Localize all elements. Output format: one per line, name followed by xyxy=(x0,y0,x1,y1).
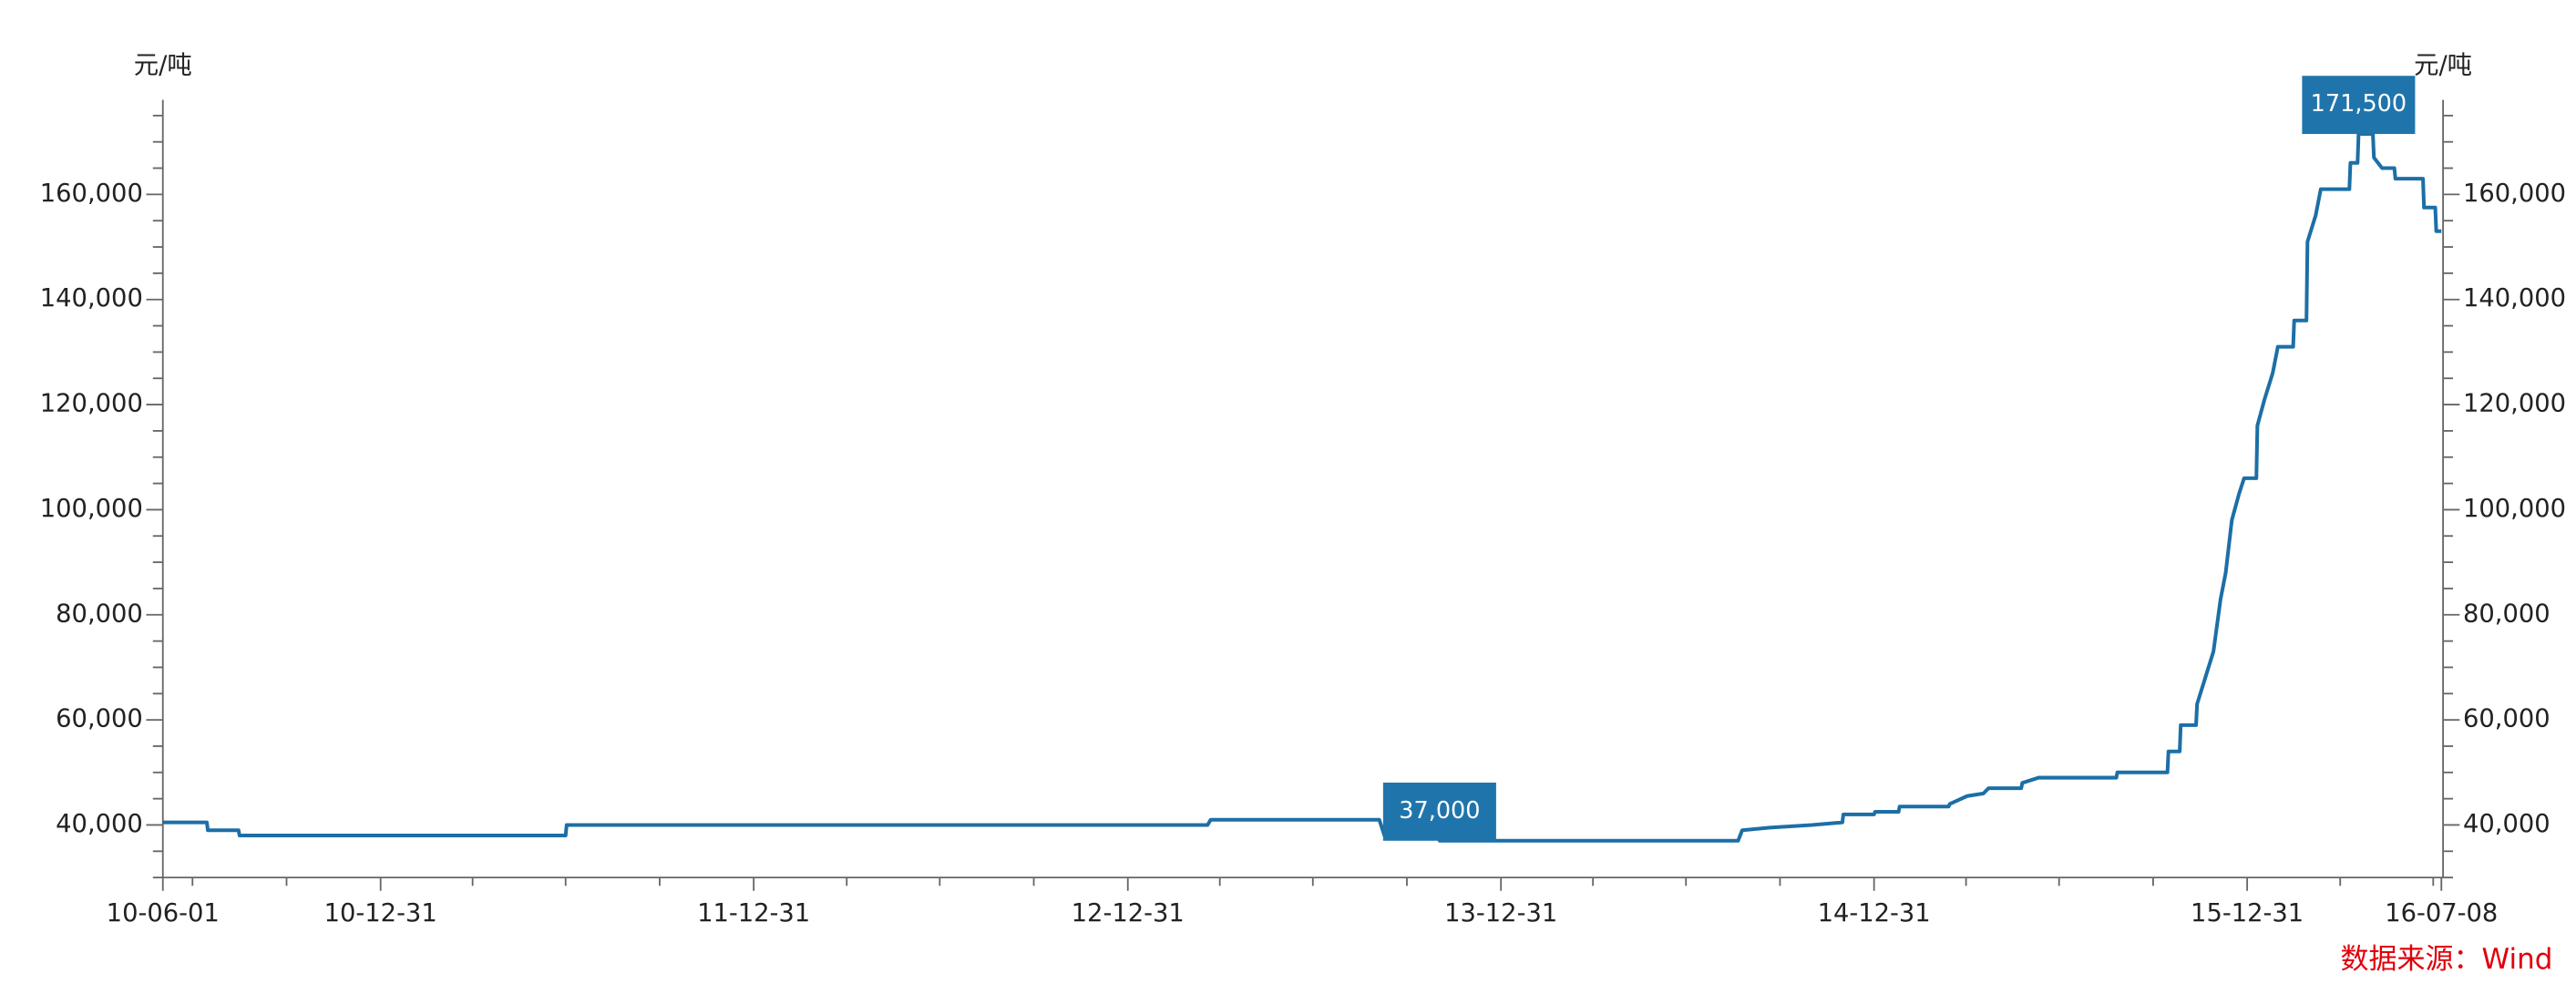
y-tick-label: 100,000 xyxy=(40,495,143,523)
x-tick-label: 10-12-31 xyxy=(324,899,437,928)
y-unit-right: 元/吨 xyxy=(2414,52,2472,80)
y2-tick-label: 120,000 xyxy=(2463,390,2566,418)
y2-tick-label: 160,000 xyxy=(2463,179,2566,208)
y-tick-label: 40,000 xyxy=(56,810,143,838)
y2-tick-label: 80,000 xyxy=(2463,600,2550,628)
y-tick-label: 60,000 xyxy=(56,705,143,733)
source-note: 数据来源：Wind xyxy=(2341,943,2553,976)
annotation-box xyxy=(2302,76,2416,135)
y-tick-label: 120,000 xyxy=(40,390,143,418)
annotation-label: 37,000 xyxy=(1399,797,1480,825)
price-line xyxy=(162,132,2442,843)
x-tick-label: 10-06-01 xyxy=(107,899,220,928)
y-tick-label: 160,000 xyxy=(40,179,143,208)
annotation-box xyxy=(1382,782,1496,841)
y-tick-label: 80,000 xyxy=(56,600,143,628)
annotation-label: 171,500 xyxy=(2311,90,2407,118)
y2-tick-label: 100,000 xyxy=(2463,495,2566,523)
x-tick-label: 16-07-08 xyxy=(2385,899,2498,928)
x-tick-label: 15-12-31 xyxy=(2191,899,2304,928)
x-tick-label: 14-12-31 xyxy=(1818,899,1931,928)
y-unit-left: 元/吨 xyxy=(134,52,192,80)
x-tick-label: 11-12-31 xyxy=(697,899,810,928)
x-tick-label: 13-12-31 xyxy=(1444,899,1557,928)
y2-tick-label: 40,000 xyxy=(2463,810,2550,838)
x-tick-label: 12-12-31 xyxy=(1072,899,1185,928)
y2-tick-label: 140,000 xyxy=(2463,284,2566,313)
y-tick-label: 140,000 xyxy=(40,284,143,313)
y2-tick-label: 60,000 xyxy=(2463,705,2550,733)
